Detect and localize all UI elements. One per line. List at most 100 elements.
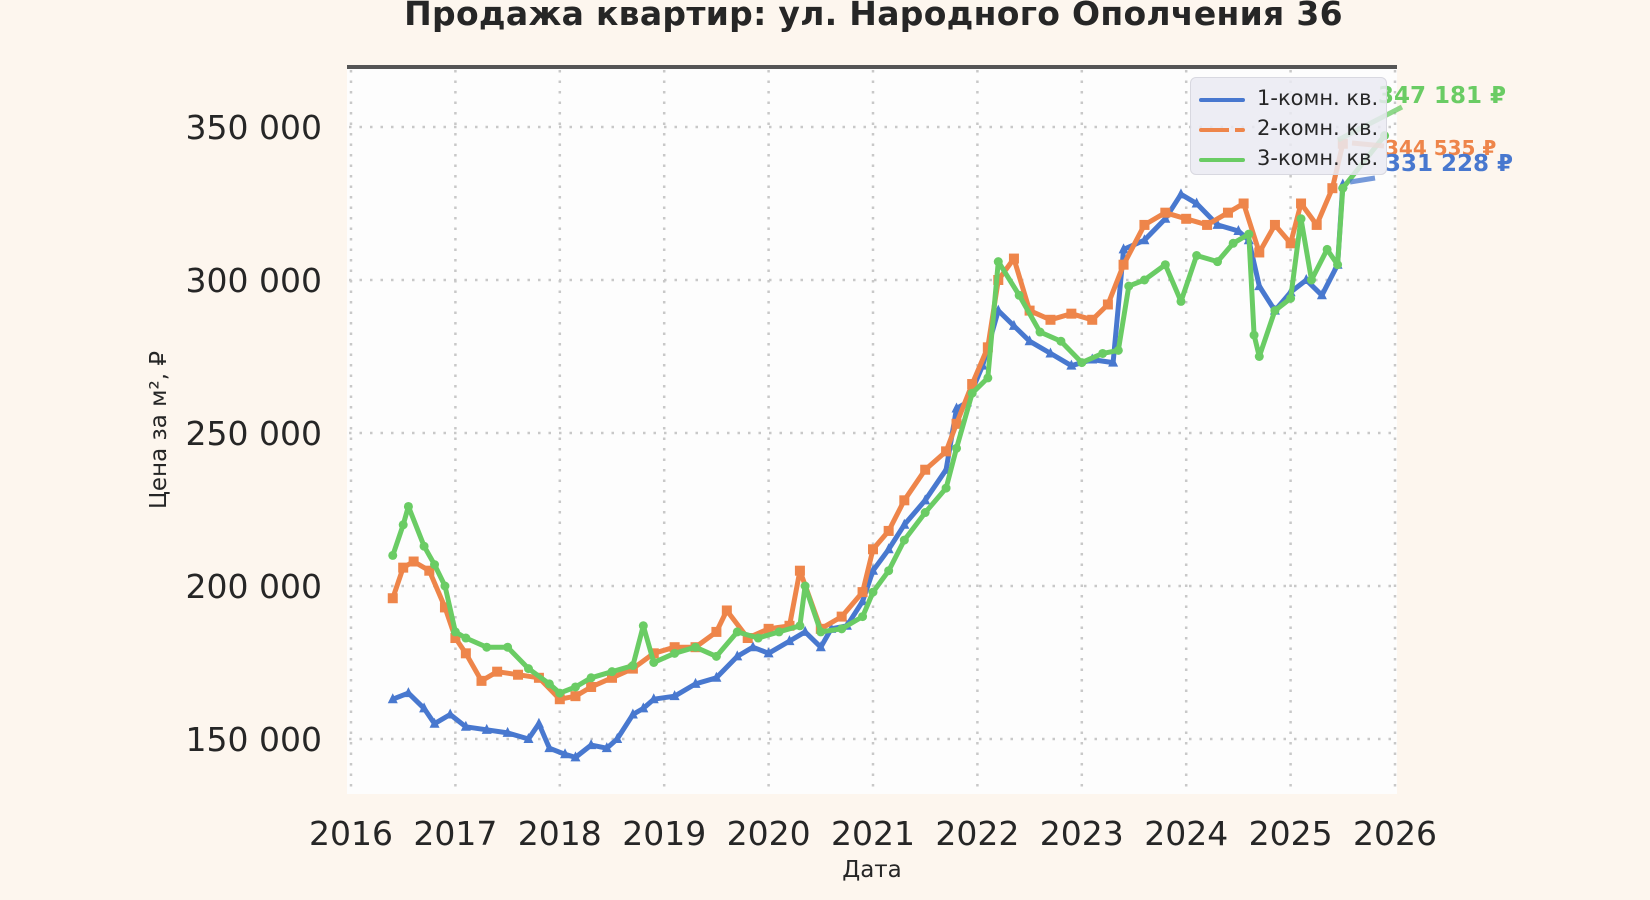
triangle-marker-icon (523, 733, 534, 743)
circle-marker-icon (1213, 257, 1223, 267)
triangle-marker-icon (868, 564, 878, 575)
circle-marker-icon (670, 648, 680, 658)
circle-marker-icon (586, 673, 596, 683)
triangle-marker-icon (1160, 212, 1171, 223)
triangle-marker-icon (612, 733, 623, 743)
y-tick-label: 350 000 (186, 108, 322, 147)
square-marker-icon (721, 605, 732, 616)
triangle-marker-icon (481, 723, 492, 734)
circle-marker-icon (1228, 238, 1238, 248)
triangle-marker-icon (1024, 335, 1035, 346)
data-series (387, 131, 1390, 762)
circle-marker-icon (440, 581, 450, 591)
circle-marker-icon (1296, 214, 1306, 224)
legend-label: 2-комн. кв. (1257, 116, 1379, 140)
circle-marker-icon (795, 621, 805, 631)
legend-item-2room: 2-комн. кв. (1191, 114, 1386, 144)
legend-label: 3-комн. кв. (1257, 146, 1379, 170)
triangle-marker-icon (403, 687, 414, 698)
circle-marker-icon (1249, 330, 1259, 340)
triangle-marker-icon (857, 595, 868, 606)
circle-marker-icon (993, 257, 1003, 267)
triangle-marker-icon (1066, 359, 1077, 370)
circle-marker-icon (1306, 275, 1316, 285)
circle-marker-icon (649, 658, 659, 667)
series-2 (387, 138, 1348, 705)
circle-marker-icon (1322, 244, 1332, 254)
triangle-marker-icon (544, 742, 555, 753)
x-tick-label: 2017 (413, 814, 497, 853)
series-1 (387, 178, 1348, 762)
square-marker-icon (387, 593, 398, 604)
square-marker-icon (554, 694, 565, 705)
legend-line-square-icon (1199, 128, 1245, 132)
legend-item-3room: 3-комн. кв. (1191, 144, 1386, 174)
x-tick-label: 2019 (622, 814, 706, 853)
square-marker-icon (1102, 299, 1113, 310)
circle-marker-icon (1286, 293, 1296, 303)
square-marker-icon (951, 418, 962, 429)
circle-marker-icon (1124, 281, 1134, 291)
triangle-marker-icon (1118, 243, 1129, 254)
circle-marker-icon (388, 550, 398, 560)
circle-marker-icon (711, 651, 721, 661)
circle-marker-icon (1098, 348, 1108, 358)
square-marker-icon (836, 611, 847, 622)
x-tick-label: 2026 (1353, 814, 1437, 853)
legend-line-circle-icon (1199, 158, 1245, 162)
square-marker-icon (460, 648, 471, 659)
x-tick-label: 2023 (1040, 814, 1124, 853)
square-marker-icon (570, 691, 581, 702)
y-axis-label: Цена за м², ₽ (146, 351, 172, 509)
x-tick-label: 2025 (1249, 814, 1333, 853)
circle-marker-icon (952, 443, 962, 453)
triangle-marker-icon (387, 693, 398, 704)
circle-marker-icon (1333, 260, 1343, 270)
square-marker-icon (784, 620, 795, 631)
triangle-marker-icon (669, 690, 680, 701)
triangle-marker-icon (1008, 319, 1019, 330)
circle-marker-icon (837, 624, 847, 634)
square-marker-icon (1269, 219, 1280, 230)
square-marker-icon (1202, 219, 1213, 230)
circle-marker-icon (1160, 260, 1170, 270)
square-marker-icon (398, 562, 409, 573)
circle-marker-icon (691, 642, 701, 652)
y-tick-label: 250 000 (186, 414, 322, 453)
triangle-marker-icon (815, 641, 826, 652)
triangle-marker-icon (1175, 188, 1186, 199)
circle-marker-icon (419, 541, 429, 551)
triangle-marker-icon (1254, 280, 1265, 291)
annotation-arrow-icon (1349, 175, 1376, 185)
square-marker-icon (450, 633, 461, 644)
circle-marker-icon (1176, 296, 1186, 306)
triangle-marker-icon (1233, 225, 1244, 236)
x-axis-label: Дата (842, 857, 902, 883)
x-tick-label: 2024 (1144, 814, 1228, 853)
y-tick-label: 200 000 (186, 567, 322, 606)
square-marker-icon (1087, 314, 1098, 325)
circle-marker-icon (732, 627, 742, 637)
circle-marker-icon (1270, 306, 1280, 316)
circle-marker-icon (899, 535, 909, 545)
circle-marker-icon (858, 612, 868, 622)
triangle-marker-icon (899, 518, 910, 529)
triangle-marker-icon (1316, 289, 1327, 300)
square-marker-icon (1181, 213, 1192, 224)
annotation-label: 331 228 ₽ (1385, 151, 1513, 177)
circle-marker-icon (1077, 358, 1087, 368)
square-marker-icon (1118, 259, 1129, 270)
square-marker-icon (586, 681, 597, 692)
triangle-marker-icon (920, 494, 931, 505)
square-marker-icon (1008, 253, 1019, 264)
square-marker-icon (1066, 308, 1077, 319)
x-tick-label: 2016 (309, 814, 393, 853)
square-marker-icon (941, 446, 952, 457)
circle-marker-icon (774, 627, 784, 637)
triangle-marker-icon (1191, 197, 1202, 208)
triangle-marker-icon (1045, 347, 1056, 358)
circle-marker-icon (482, 642, 492, 652)
triangle-marker-icon (445, 708, 456, 719)
circle-marker-icon (398, 520, 408, 530)
